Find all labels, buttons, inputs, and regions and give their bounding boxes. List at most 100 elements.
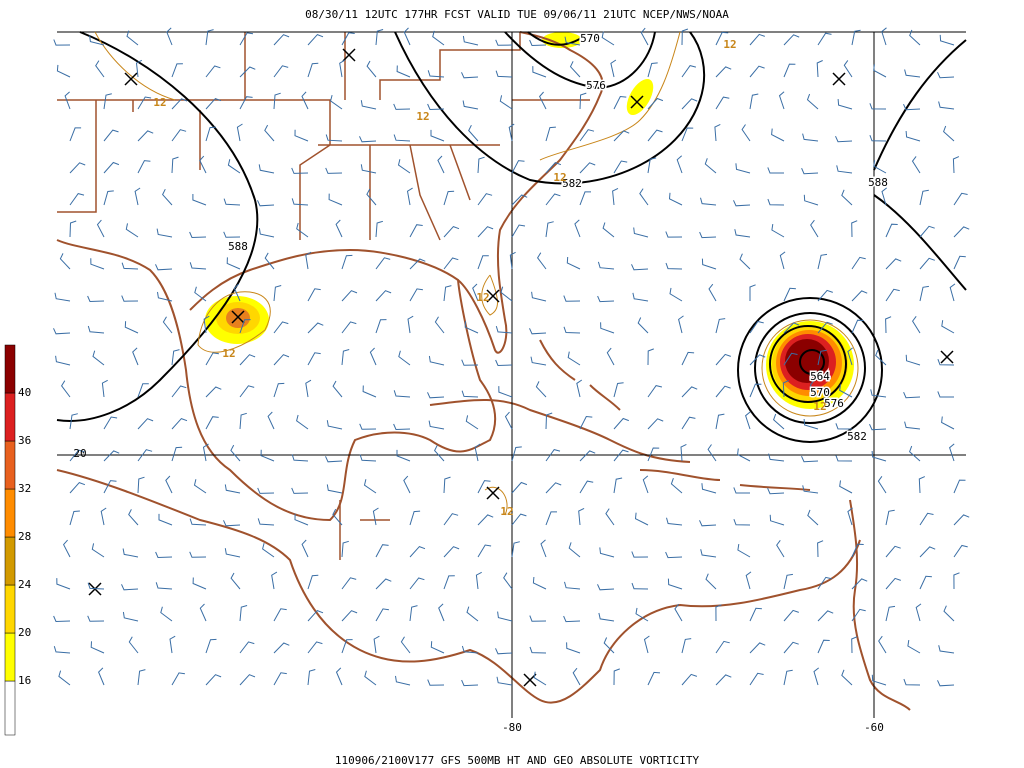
wind-barb [632,292,649,302]
wind-barb [839,384,853,398]
wind-barb [529,615,547,622]
wind-barb [566,256,581,270]
colorbar-swatch [4,632,16,682]
wind-barb [192,194,207,206]
wind-barb [264,124,275,142]
wind-barb [156,228,173,238]
wind-barb [529,328,547,335]
wind-barb [851,543,864,558]
wind-barb [681,127,694,142]
wind-barb [847,347,853,366]
wind-barb [339,59,346,78]
wind-barb [205,352,219,366]
wind-barb [291,198,309,206]
wind-barb [360,100,377,110]
height-label: 588 [228,240,248,253]
wind-barb [938,645,955,654]
wind-barb [341,32,355,46]
wind-barb [532,66,547,78]
wind-barb [841,669,853,686]
wind-barb [767,167,784,174]
wind-barb [613,160,628,174]
wind-barb [363,479,377,494]
wind-barb [613,449,629,462]
wind-barb [937,359,955,366]
colorbar: 16 20 24 28 32 36 40 [4,344,32,736]
wind-barb [647,671,661,686]
wind-barb [171,385,187,398]
wind-barb [875,349,887,366]
wind-barb [477,480,491,494]
wind-barb [734,229,751,238]
wind-barb [239,605,248,622]
wind-barb [771,224,785,238]
wind-barb [532,576,547,590]
wind-barb [741,124,751,142]
wind-barb [239,641,255,654]
wind-barb [475,571,482,590]
wind-barb [155,264,173,271]
height-contour [754,312,866,424]
wind-barb [157,291,173,302]
wind-barb [125,223,139,238]
wind-barb [817,576,832,590]
wind-barb [194,286,207,302]
height-label: 582 [562,177,582,190]
wind-barb [273,354,290,366]
wind-barb [500,286,513,302]
wind-barb [171,418,188,430]
wind-barb [707,444,717,462]
wind-barb [53,39,71,46]
wind-barb [647,62,658,78]
wind-barb [715,66,732,78]
wind-barb [335,219,343,238]
wind-barb [949,443,955,462]
wind-barb [307,322,324,334]
wind-barb [495,359,513,367]
wind-barb [905,130,921,142]
wind-barb [465,415,479,430]
colorbar-swatch [4,536,16,586]
latitude-label: 20 [73,447,86,460]
wind-barb [135,59,143,78]
wind-barb [802,485,819,494]
wind-barb [597,261,615,270]
wind-barb [239,96,253,110]
wind-barb [171,129,187,142]
wind-barb [55,355,71,366]
wind-barb [472,283,479,302]
wind-barb [432,30,445,46]
wind-barb [647,97,664,110]
wind-barb [341,254,353,270]
wind-barb [291,487,309,494]
wind-barb [53,615,71,623]
wind-barb [681,673,698,686]
wind-barb [87,582,105,590]
wind-barb [330,94,343,110]
wind-barb [90,258,105,270]
wind-barb [366,188,377,206]
map-caption: 110906/2100V177 GFS 500MB HT AND GEO ABS… [335,754,700,767]
wind-barb [155,551,173,559]
wind-barb [806,93,819,110]
wind-barb [771,128,785,142]
wind-barb [699,231,717,239]
wind-barb [733,519,751,526]
wind-barb [545,511,557,526]
wind-barb [307,669,316,686]
wind-barb [103,480,117,494]
wind-barb [359,423,377,430]
wind-barb [681,98,698,110]
wind-barb [305,251,312,270]
wind-barb [103,161,120,174]
wind-barb [637,317,649,334]
wind-barb [817,253,828,270]
wind-barb [949,283,956,302]
wind-barb [579,415,593,430]
wind-barb [69,162,86,174]
wind-barb [745,571,752,590]
wind-barb [943,605,955,622]
wind-barb [739,253,751,270]
wind-barb [937,391,954,398]
wind-barb [103,129,119,142]
